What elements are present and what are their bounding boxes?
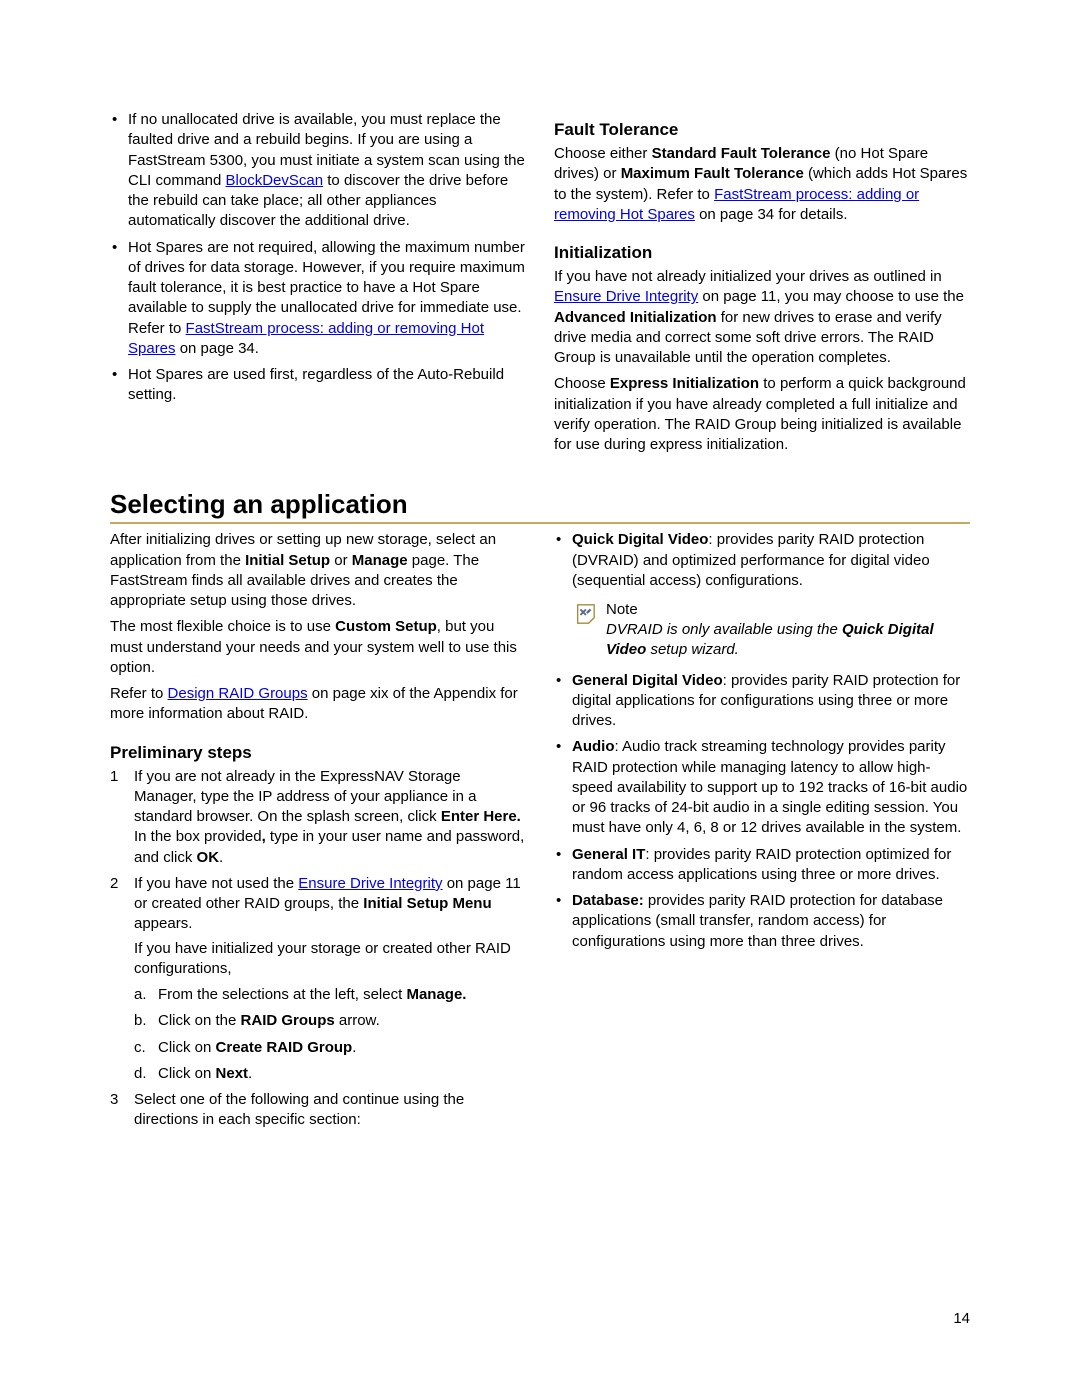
text: Manage.	[406, 986, 466, 1003]
design-raid-groups-link[interactable]: Design RAID Groups	[168, 685, 308, 702]
step-2-sublist: From the selections at the left, select …	[134, 985, 526, 1084]
bottom-right-column: Quick Digital Video: provides parity RAI…	[554, 530, 970, 1136]
text: If you are not already in the ExpressNAV…	[134, 768, 476, 826]
section-heading: Selecting an application	[110, 489, 970, 524]
text: Express Initialization	[610, 375, 759, 392]
list-item-general-digital-video: General Digital Video: provides parity R…	[554, 671, 970, 732]
note-block: Note DVRAID is only available using the …	[574, 601, 970, 661]
text: : Audio track streaming technology provi…	[572, 738, 967, 836]
step-2-p2: If you have initialized your storage or …	[134, 939, 526, 980]
intro-p3: Refer to Design RAID Groups on page xix …	[110, 684, 526, 725]
text: Maximum Fault Tolerance	[621, 165, 804, 182]
text: on page 11, you may choose to use the	[698, 288, 964, 305]
text: Quick Digital Video	[572, 531, 708, 548]
list-item-audio: Audio: Audio track streaming technology …	[554, 737, 970, 838]
intro-p1: After initializing drives or setting up …	[110, 530, 526, 611]
intro-p2: The most flexible choice is to use Custo…	[110, 617, 526, 678]
text: Click on	[158, 1065, 216, 1082]
text: If you have not already initialized your…	[554, 268, 942, 285]
text: Manage	[352, 552, 408, 569]
text: Hot Spares are used first, regardless of…	[128, 366, 504, 403]
ensure-drive-integrity-link[interactable]: Ensure Drive Integrity	[554, 288, 698, 305]
note-icon	[574, 603, 596, 625]
application-list: Quick Digital Video: provides parity RAI…	[554, 530, 970, 591]
text: on page 34.	[176, 340, 259, 357]
list-item-database: Database: provides parity RAID protectio…	[554, 891, 970, 952]
substep-b: Click on the RAID Groups arrow.	[134, 1011, 526, 1031]
text: OK	[197, 849, 220, 866]
initialization-heading: Initialization	[554, 243, 970, 263]
fault-tolerance-text: Choose either Standard Fault Tolerance (…	[554, 144, 970, 225]
text: DVRAID is only available using the	[606, 621, 842, 638]
text: Next	[216, 1065, 249, 1082]
text: Standard Fault Tolerance	[652, 145, 831, 162]
text: appears.	[134, 915, 192, 932]
text: Refer to	[110, 685, 168, 702]
list-item: If no unallocated drive is available, yo…	[110, 110, 526, 232]
substep-c: Click on Create RAID Group.	[134, 1038, 526, 1058]
text: Audio	[572, 738, 615, 755]
text: .	[248, 1065, 252, 1082]
ensure-drive-integrity-link-2[interactable]: Ensure Drive Integrity	[298, 875, 442, 892]
text: or	[330, 552, 352, 569]
text: Initial Setup	[245, 552, 330, 569]
text: Advanced Initialization	[554, 309, 717, 326]
text: Click on the	[158, 1012, 241, 1029]
text: Choose	[554, 375, 610, 392]
substep-d: Click on Next.	[134, 1064, 526, 1084]
text: .	[352, 1039, 356, 1056]
page-number: 14	[953, 1310, 970, 1327]
text: From the selections at the left, select	[158, 986, 406, 1003]
text: In the box provided	[134, 828, 262, 845]
note-label: Note	[606, 601, 970, 618]
text: Enter Here.	[441, 808, 521, 825]
bottom-left-column: After initializing drives or setting up …	[110, 530, 526, 1136]
text: If you have not used the	[134, 875, 298, 892]
substep-a: From the selections at the left, select …	[134, 985, 526, 1005]
note-body: DVRAID is only available using the Quick…	[606, 620, 970, 661]
text: General IT	[572, 846, 645, 863]
text: arrow.	[335, 1012, 380, 1029]
bottom-columns: After initializing drives or setting up …	[110, 530, 970, 1136]
top-columns: If no unallocated drive is available, yo…	[110, 110, 970, 461]
list-item-quick-digital-video: Quick Digital Video: provides parity RAI…	[554, 530, 970, 591]
step-1: If you are not already in the ExpressNAV…	[110, 767, 526, 868]
text: General Digital Video	[572, 672, 723, 689]
text: Database:	[572, 892, 644, 909]
step-3: Select one of the following and continue…	[110, 1090, 526, 1131]
text: on page 34 for details.	[695, 206, 848, 223]
blockdevscan-link[interactable]: BlockDevScan	[226, 172, 324, 189]
text: Create RAID Group	[216, 1039, 353, 1056]
text: Custom Setup	[335, 618, 437, 635]
application-list-cont: General Digital Video: provides parity R…	[554, 671, 970, 952]
fault-tolerance-heading: Fault Tolerance	[554, 120, 970, 140]
preliminary-steps-list: If you are not already in the ExpressNAV…	[110, 767, 526, 1131]
top-right-column: Fault Tolerance Choose either Standard F…	[554, 110, 970, 461]
text: Click on	[158, 1039, 216, 1056]
note-text: Note DVRAID is only available using the …	[606, 601, 970, 661]
list-item-general-it: General IT: provides parity RAID protect…	[554, 845, 970, 886]
initialization-p2: Choose Express Initialization to perform…	[554, 374, 970, 455]
text: Initial Setup Menu	[363, 895, 491, 912]
text: Choose either	[554, 145, 652, 162]
text: The most flexible choice is to use	[110, 618, 335, 635]
preliminary-steps-heading: Preliminary steps	[110, 743, 526, 763]
text: RAID Groups	[241, 1012, 335, 1029]
text: .	[219, 849, 223, 866]
list-item: Hot Spares are not required, allowing th…	[110, 238, 526, 360]
top-left-column: If no unallocated drive is available, yo…	[110, 110, 526, 461]
page-content: If no unallocated drive is available, yo…	[0, 0, 1080, 1177]
initialization-p1: If you have not already initialized your…	[554, 267, 970, 368]
text: setup wizard.	[646, 641, 739, 658]
step-2: If you have not used the Ensure Drive In…	[110, 874, 526, 1084]
hot-spare-bullets: If no unallocated drive is available, yo…	[110, 110, 526, 406]
list-item: Hot Spares are used first, regardless of…	[110, 365, 526, 406]
